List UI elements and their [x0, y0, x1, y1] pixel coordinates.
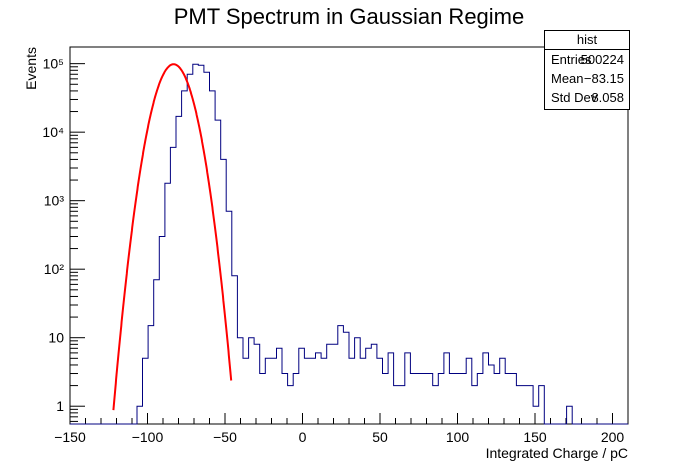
y-tick-label: 10⁵ — [43, 56, 64, 72]
stats-label: Entries — [551, 52, 592, 67]
stats-value: 8.058 — [591, 90, 624, 105]
histogram-series — [70, 63, 628, 425]
y-tick-label: 1 — [56, 398, 64, 414]
x-tick-label: 100 — [446, 429, 470, 445]
x-axis-label: Integrated Charge / pC — [486, 445, 628, 461]
x-tick-label: 50 — [372, 429, 388, 445]
x-tick-label: 200 — [601, 429, 625, 445]
x-tick-label: −50 — [213, 429, 237, 445]
y-tick-label: 10³ — [44, 193, 65, 209]
x-tick-label: −100 — [132, 429, 164, 445]
stats-box-title: hist — [545, 31, 629, 50]
x-tick-label: 150 — [523, 429, 547, 445]
x-axis-ticks: −150 −100 −50 0 50 100 150 200 — [54, 413, 629, 445]
stats-label: Mean — [551, 71, 584, 86]
y-tick-label: 10² — [44, 261, 65, 277]
stats-value: −83.15 — [583, 71, 624, 86]
gaussian-fit-curve — [112, 63, 233, 411]
y-tick-label: 10 — [48, 330, 64, 346]
stats-row-mean: Mean −83.15 — [545, 69, 629, 88]
x-tick-label: 0 — [299, 429, 307, 445]
stats-row-entries: Entries 500224 — [545, 50, 629, 69]
y-axis-label: Events — [23, 47, 39, 90]
stats-box: hist Entries 500224 Mean −83.15 Std Dev … — [544, 30, 630, 110]
chart-title: PMT Spectrum in Gaussian Regime — [174, 4, 525, 29]
stats-value: 500224 — [580, 52, 624, 67]
y-tick-label: 10⁴ — [42, 124, 64, 140]
stats-row-std-dev: Std Dev 8.058 — [545, 88, 629, 107]
stats-label: Std Dev — [551, 90, 598, 105]
y-axis-ticks: 1 10 10² 10³ 10⁴ 10⁵ — [42, 56, 85, 422]
x-tick-label: −150 — [54, 429, 86, 445]
